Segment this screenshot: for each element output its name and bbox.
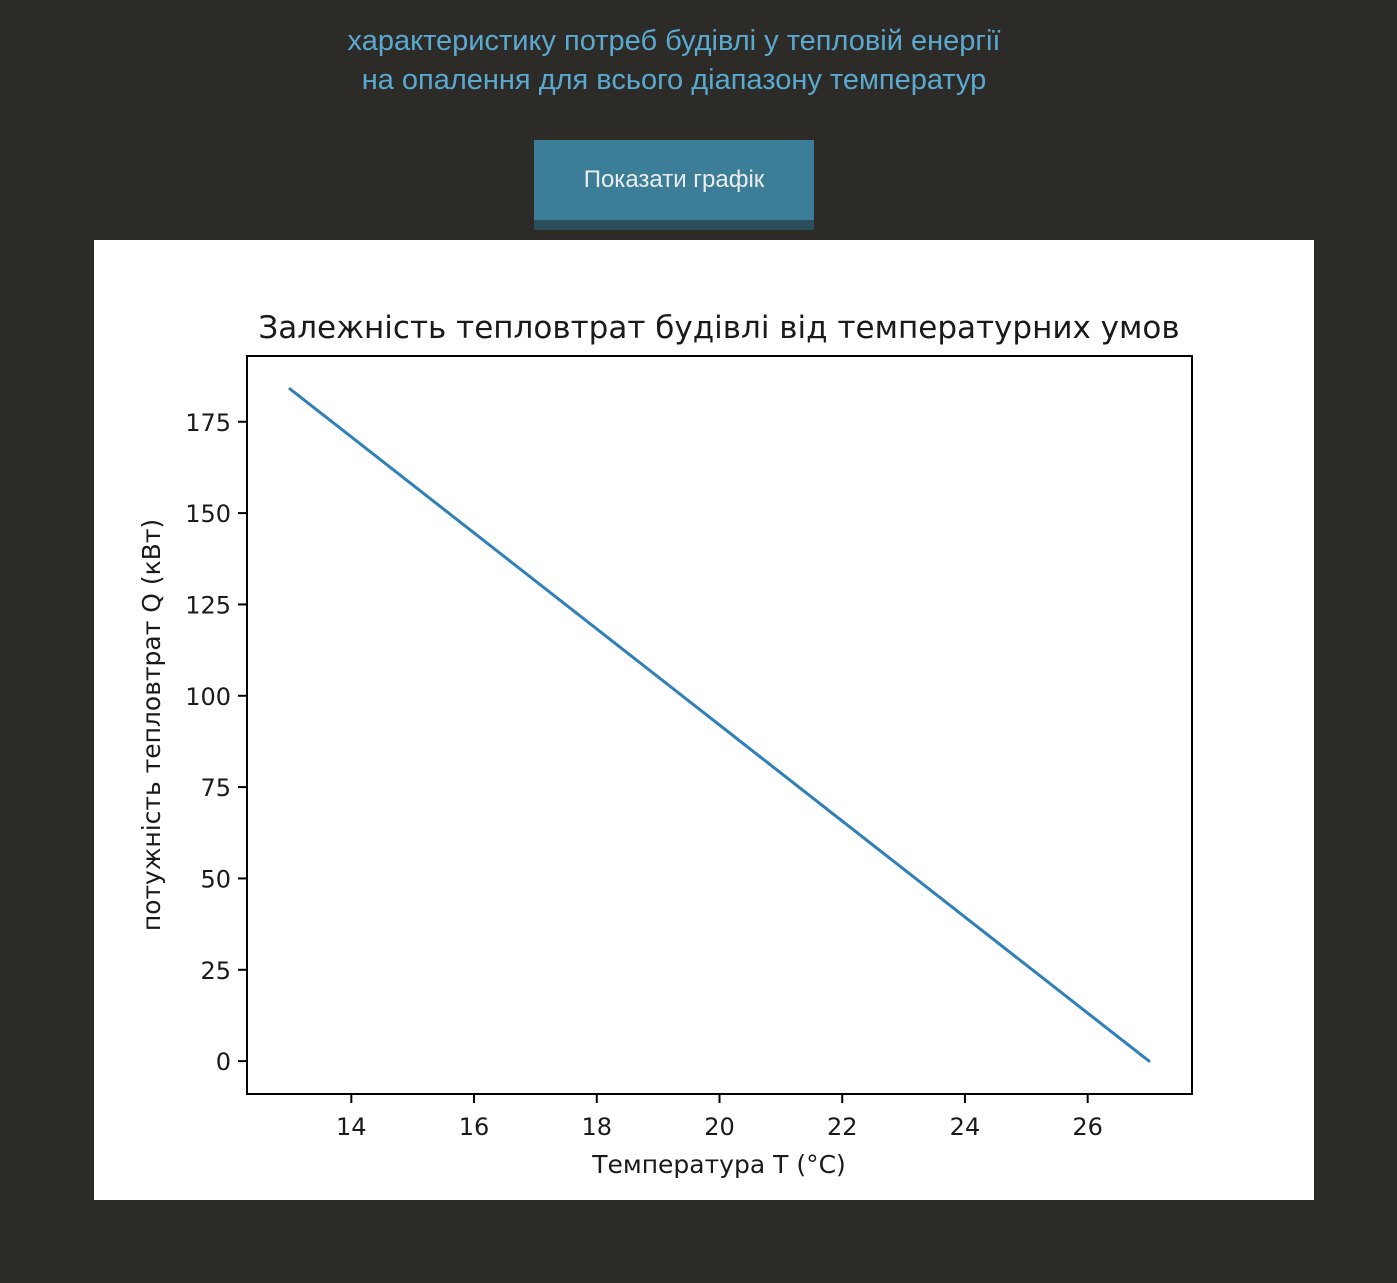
x-tick-label: 16 [459, 1113, 490, 1141]
heading-line-2: на опалення для всього діапазону темпера… [361, 64, 987, 96]
x-axis-label: Температура T (°C) [591, 1150, 846, 1179]
x-tick-label: 14 [336, 1113, 367, 1141]
y-tick-label: 0 [216, 1048, 231, 1076]
plot-area-frame [246, 355, 1193, 1095]
y-axis-label: потужність тепловтрат Q (кВт) [137, 519, 166, 931]
x-tick-label: 22 [827, 1113, 858, 1141]
y-tick-label: 100 [185, 683, 231, 711]
x-tick-label: 24 [950, 1113, 981, 1141]
y-tick-label: 50 [200, 865, 231, 893]
heading-line-1: характеристику потреб будівлі у тепловій… [347, 25, 1001, 57]
page-heading: характеристику потреб будівлі у тепловій… [0, 22, 1348, 100]
chart-title: Залежність тепловтрат будівлі від темпер… [258, 310, 1179, 346]
series-layer [288, 387, 1151, 1063]
y-tick-label: 75 [200, 774, 231, 802]
chart-panel: Залежність тепловтрат будівлі від темпер… [94, 240, 1314, 1200]
y-axis-ticks: 0 25 50 75 100 125 150 175 [185, 409, 247, 1076]
y-tick-label: 125 [185, 591, 231, 619]
x-tick-label: 20 [704, 1113, 735, 1141]
heat-loss-chart: Залежність тепловтрат будівлі від темпер… [137, 310, 1193, 1179]
x-tick-label: 26 [1072, 1113, 1103, 1141]
y-tick-label: 175 [185, 409, 231, 437]
series-line-0 [288, 387, 1151, 1063]
show-chart-button[interactable]: Показати графік [534, 140, 814, 230]
y-tick-label: 150 [185, 500, 231, 528]
y-tick-label: 25 [200, 957, 231, 985]
x-axis-ticks: 14 16 18 20 22 24 26 [336, 1094, 1103, 1141]
x-tick-label: 18 [581, 1113, 612, 1141]
